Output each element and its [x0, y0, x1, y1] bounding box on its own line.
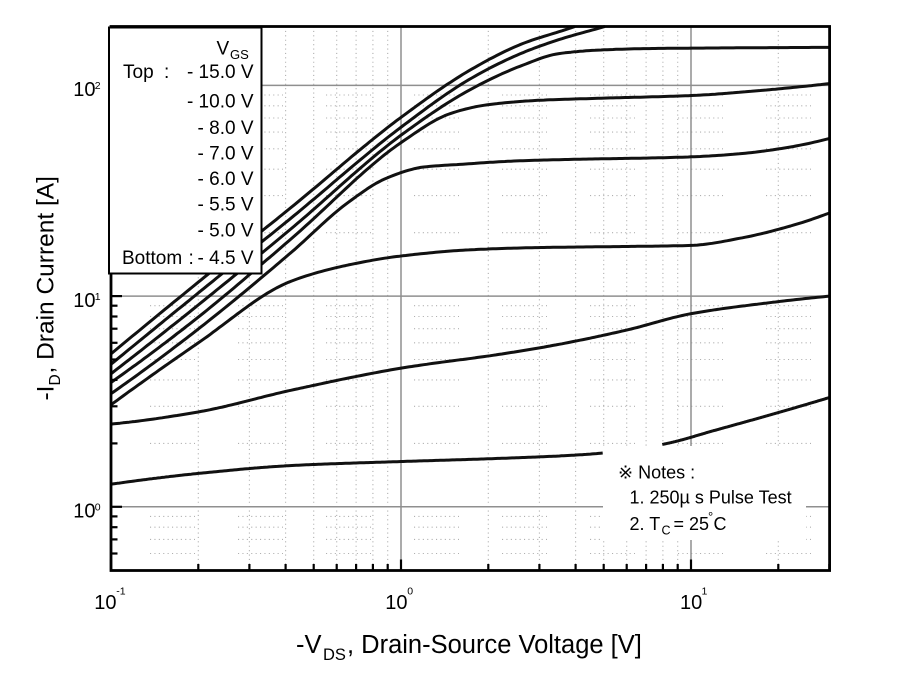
svg-text:0: 0 [95, 502, 101, 514]
svg-text:- 10.0 V: - 10.0 V [187, 92, 254, 113]
svg-text:- 4.5 V: - 4.5 V [198, 248, 254, 269]
svg-text:= 25: = 25 [674, 514, 710, 534]
svg-text:-1: -1 [116, 586, 125, 598]
svg-text:10: 10 [73, 79, 95, 101]
svg-text:- 5.5 V: - 5.5 V [198, 195, 254, 216]
svg-text:1: 1 [702, 586, 708, 598]
svg-text:°: ° [708, 509, 713, 524]
svg-text:C: C [662, 524, 671, 538]
svg-text:10: 10 [680, 592, 702, 614]
svg-text::: : [189, 248, 194, 269]
svg-text:1. 250µ s Pulse Test: 1. 250µ s Pulse Test [630, 488, 792, 508]
svg-text:, Drain-Source Voltage [V]: , Drain-Source Voltage [V] [347, 631, 642, 659]
svg-text:1: 1 [95, 291, 101, 303]
svg-text:- 8.0 V: - 8.0 V [198, 118, 254, 139]
svg-text::: : [164, 62, 169, 83]
svg-text:10: 10 [385, 592, 407, 614]
svg-text:Bottom: Bottom [122, 248, 182, 269]
svg-text:- 7.0 V: - 7.0 V [198, 144, 254, 165]
svg-text:D: D [47, 374, 64, 385]
svg-text:10: 10 [73, 501, 95, 523]
svg-text:, Drain Current [A]: , Drain Current [A] [33, 176, 60, 373]
svg-text:DS: DS [323, 646, 346, 664]
svg-text:※ Notes :: ※ Notes : [618, 462, 695, 482]
svg-text:Top: Top [123, 62, 154, 83]
svg-text:- 15.0 V: - 15.0 V [187, 62, 254, 83]
svg-text:- 6.0 V: - 6.0 V [198, 169, 254, 190]
svg-text:10: 10 [94, 592, 116, 614]
svg-text:-I: -I [33, 386, 60, 401]
svg-text:V: V [217, 38, 230, 59]
svg-text:C: C [714, 514, 727, 534]
svg-text:-V: -V [296, 631, 322, 659]
svg-text:10: 10 [73, 290, 95, 312]
svg-text:GS: GS [230, 47, 249, 62]
svg-text:- 5.0 V: - 5.0 V [198, 221, 254, 242]
svg-text:2. T: 2. T [630, 514, 661, 534]
svg-text:0: 0 [407, 586, 413, 598]
svg-text:2: 2 [95, 80, 101, 92]
